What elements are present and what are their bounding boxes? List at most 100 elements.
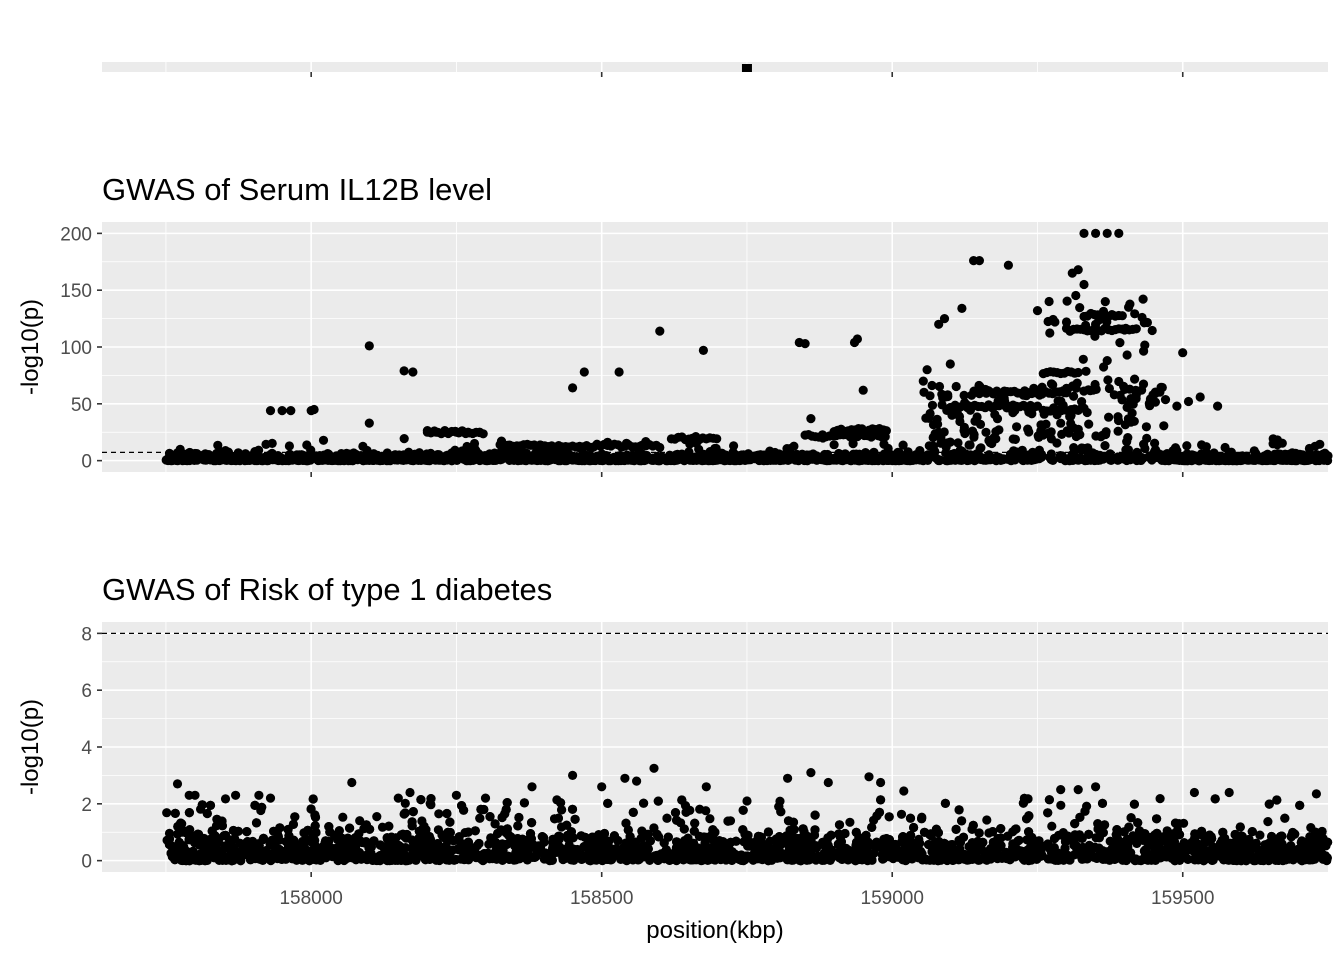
- snp-point: [662, 456, 673, 466]
- snp-point: [1048, 455, 1058, 465]
- snp-point: [1056, 418, 1066, 428]
- snp-point: [598, 455, 608, 465]
- snp-point: [188, 454, 198, 464]
- snp-point: [493, 828, 503, 839]
- snp-point: [269, 454, 279, 465]
- snp-point: [372, 812, 382, 822]
- gene-track-x-ticks: [310, 72, 1184, 77]
- snp-point: [229, 453, 239, 463]
- snp-point: [399, 366, 409, 376]
- snp-point: [1113, 412, 1123, 422]
- snp-point: [162, 808, 172, 818]
- snp-point: [251, 818, 262, 828]
- snp-point: [1261, 452, 1271, 462]
- t1d-panel-title: GWAS of Risk of type 1 diabetes: [102, 572, 552, 607]
- snp-point: [896, 452, 906, 462]
- snp-point: [1141, 422, 1151, 432]
- snp-point: [1195, 392, 1205, 402]
- snp-point: [1193, 455, 1204, 465]
- snp-point: [852, 334, 863, 344]
- snp-point: [519, 798, 530, 808]
- snp-point: [860, 454, 871, 465]
- snp-point: [364, 451, 374, 461]
- snp-point: [1157, 382, 1167, 393]
- snp-point: [463, 427, 473, 437]
- snp-point: [800, 339, 810, 349]
- snp-point: [1100, 297, 1110, 307]
- snp-point: [870, 425, 880, 435]
- snp-point: [1168, 446, 1178, 456]
- snp-point: [1167, 453, 1177, 463]
- snp-point: [1104, 383, 1114, 394]
- snp-point: [614, 367, 624, 377]
- snp-point: [408, 367, 418, 377]
- snp-point: [879, 439, 889, 449]
- snp-point: [981, 427, 991, 437]
- snp-point: [604, 836, 614, 846]
- snp-point: [434, 809, 444, 819]
- snp-point: [364, 418, 374, 428]
- snp-point: [1079, 279, 1089, 290]
- snp-point: [1160, 395, 1171, 405]
- snp-point: [1130, 309, 1140, 319]
- snp-point: [422, 832, 432, 842]
- snp-point: [1182, 456, 1193, 466]
- snp-point: [384, 455, 395, 465]
- snp-point: [568, 383, 578, 393]
- snp-point: [1032, 306, 1043, 316]
- snp-point: [1062, 296, 1072, 306]
- snp-point: [932, 454, 943, 464]
- snp-point: [998, 455, 1008, 465]
- snp-point: [945, 359, 955, 369]
- snp-point: [940, 798, 951, 809]
- snp-point: [957, 303, 967, 313]
- snp-point: [1061, 388, 1072, 398]
- snp-point: [907, 451, 917, 461]
- snp-point: [953, 438, 963, 448]
- snp-point: [934, 319, 944, 329]
- snp-point: [1124, 302, 1134, 312]
- snp-point: [1071, 290, 1081, 301]
- snp-point: [778, 455, 789, 465]
- snp-point: [1264, 799, 1274, 809]
- snp-point: [562, 820, 572, 830]
- il12b-panel-title: GWAS of Serum IL12B level: [102, 172, 492, 207]
- snp-point: [1064, 428, 1074, 438]
- snp-point: [1145, 451, 1155, 461]
- snp-point: [1080, 806, 1090, 816]
- snp-point: [1078, 354, 1088, 364]
- snp-point: [1077, 397, 1087, 407]
- snp-point: [955, 455, 965, 465]
- snp-point: [937, 400, 947, 410]
- snp-point: [468, 455, 478, 465]
- snp-point: [508, 451, 518, 461]
- snp-point: [475, 451, 485, 461]
- snp-point: [431, 454, 441, 464]
- snp-point: [789, 450, 799, 460]
- snp-point: [1255, 830, 1265, 840]
- snp-point: [421, 453, 431, 463]
- snp-point: [1117, 395, 1127, 405]
- snp-point: [1088, 385, 1098, 395]
- y-tick-label: 150: [60, 281, 92, 302]
- snp-point: [806, 414, 816, 424]
- snp-point: [531, 452, 541, 462]
- snp-point: [1122, 437, 1132, 447]
- snp-point: [1132, 455, 1142, 465]
- snp-point: [655, 442, 665, 453]
- snp-point: [1082, 446, 1092, 456]
- snp-point: [1145, 394, 1155, 404]
- snp-point: [178, 452, 188, 462]
- il12b-x-axis: [310, 472, 1184, 477]
- snp-point: [220, 794, 231, 804]
- snp-point: [1080, 456, 1090, 466]
- snp-point: [1069, 443, 1079, 453]
- snp-point: [440, 427, 450, 437]
- snp-point: [475, 427, 485, 437]
- snp-point: [1302, 452, 1312, 462]
- snp-point: [1050, 317, 1060, 327]
- snp-point: [1073, 367, 1083, 378]
- snp-point: [1172, 401, 1182, 411]
- snp-point: [286, 406, 296, 416]
- snp-point: [928, 420, 939, 430]
